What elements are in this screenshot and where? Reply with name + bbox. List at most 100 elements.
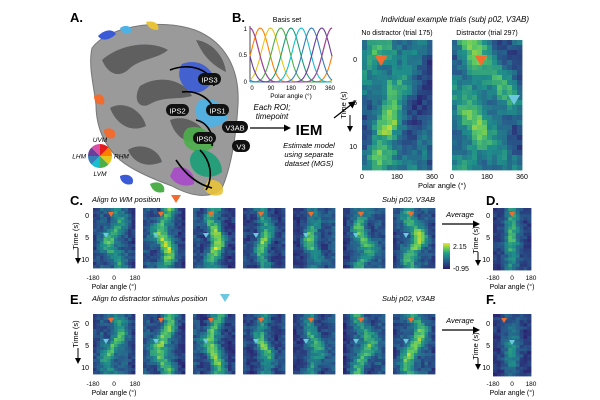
heatmap-cell xyxy=(200,238,204,242)
heatmap-cell xyxy=(362,160,368,166)
heatmap-cell xyxy=(110,320,115,324)
heatmap-cell xyxy=(253,326,258,330)
heatmap-cell xyxy=(374,371,379,375)
heatmap-cell xyxy=(414,232,418,236)
heatmap-cell xyxy=(167,356,172,360)
heatmap-cell xyxy=(512,50,518,56)
heatmap-cell xyxy=(508,369,513,374)
heatmap-cell xyxy=(402,60,408,66)
heatmap-cell xyxy=(428,326,432,330)
heatmap-cell xyxy=(314,229,318,233)
heatmap-cell xyxy=(512,208,517,212)
heatmap-cell xyxy=(214,368,218,372)
heatmap-cell xyxy=(343,314,347,318)
heatmap-cell xyxy=(515,372,520,377)
heatmap-cell xyxy=(171,371,175,375)
heatmap-cell xyxy=(367,40,373,46)
heatmap-cell xyxy=(427,140,433,146)
heatmap-cell xyxy=(303,244,308,248)
heatmap-cell xyxy=(500,266,505,271)
heatmap-cell xyxy=(377,100,383,106)
heatmap-cell xyxy=(246,217,251,221)
heatmap-cell xyxy=(462,45,468,51)
heatmap-cell xyxy=(512,105,518,111)
heatmap-cell xyxy=(210,362,215,366)
heatmap-cell xyxy=(260,217,265,221)
heatmap-cell xyxy=(414,235,418,239)
heatmap-cell xyxy=(487,80,493,86)
heatmap-cell xyxy=(246,247,251,251)
heatmap-cell xyxy=(171,253,175,257)
heatmap-cell xyxy=(321,341,325,345)
heatmap-cell xyxy=(424,368,429,372)
heatmap-cell xyxy=(424,344,429,348)
heatmap-cell xyxy=(353,314,358,318)
heatmap-cell xyxy=(96,314,101,318)
heatmap-cell xyxy=(146,332,151,336)
heatmap-cell xyxy=(360,371,365,375)
heatmap-cell xyxy=(428,226,432,230)
heatmap-cell xyxy=(281,335,286,339)
heatmap-cell xyxy=(422,40,428,46)
heatmap-cell xyxy=(143,365,147,369)
heatmap-cell xyxy=(114,359,118,363)
heatmap-cell xyxy=(500,314,505,318)
heatmap-cell xyxy=(271,320,275,324)
heatmap-cell xyxy=(374,326,379,330)
heatmap-cell xyxy=(457,50,463,56)
heatmap-cell xyxy=(114,344,118,348)
heatmap-cell xyxy=(382,150,388,156)
heatmap-cell xyxy=(250,238,254,242)
heatmap-cell xyxy=(178,332,182,336)
heatmap-cell xyxy=(350,317,354,321)
heatmap-cell xyxy=(271,353,275,357)
heatmap-cell xyxy=(317,259,322,263)
heatmap-cell xyxy=(93,259,97,263)
heatmap-cell xyxy=(360,229,365,233)
heatmap-cell xyxy=(321,359,325,363)
f-time-ylabel: Time (s) xyxy=(471,332,480,360)
heatmap-cell xyxy=(381,223,386,227)
heatmap-cell xyxy=(117,338,122,342)
heatmap-cell xyxy=(153,229,158,233)
heatmap-cell xyxy=(196,347,201,351)
heatmap-cell xyxy=(360,220,365,224)
heatmap-cell xyxy=(504,366,509,371)
heatmap-cell xyxy=(121,344,125,348)
heatmap-cell xyxy=(371,347,375,351)
heatmap-cell xyxy=(414,353,418,357)
heatmap-cell xyxy=(181,208,186,212)
heatmap-cell xyxy=(504,341,509,346)
heatmap-cell xyxy=(504,260,509,265)
heatmap-cell xyxy=(210,250,215,254)
heatmap-cell xyxy=(150,353,154,357)
heatmap-cell xyxy=(314,265,318,269)
heatmap-cell xyxy=(502,45,508,51)
heatmap-cell xyxy=(382,120,388,126)
heatmap-cell xyxy=(371,317,375,321)
heatmap-cell xyxy=(217,214,222,218)
heatmap-cell xyxy=(157,338,161,342)
heatmap-cell xyxy=(507,45,513,51)
heatmap-cell xyxy=(110,220,115,224)
heatmap-cell xyxy=(274,235,279,239)
heatmap-cell xyxy=(114,341,118,345)
heatmap-cell xyxy=(210,335,215,339)
heatmap-cell xyxy=(114,256,118,260)
heatmap-cell xyxy=(157,320,161,324)
heatmap-cell xyxy=(328,341,332,345)
heatmap-cell xyxy=(164,250,168,254)
heatmap-cell xyxy=(228,314,232,318)
heatmap-cell xyxy=(274,250,279,254)
heatmap-cell xyxy=(253,365,258,369)
heatmap-cell xyxy=(402,125,408,131)
heatmap-cell xyxy=(246,317,251,321)
heatmap-cell xyxy=(307,244,311,248)
heatmap-cell xyxy=(164,317,168,321)
heatmap-cell xyxy=(121,217,125,221)
heatmap-cell xyxy=(121,229,125,233)
heatmap-cell xyxy=(512,335,517,340)
heatmap-cell xyxy=(267,317,272,321)
heatmap-cell xyxy=(377,155,383,161)
